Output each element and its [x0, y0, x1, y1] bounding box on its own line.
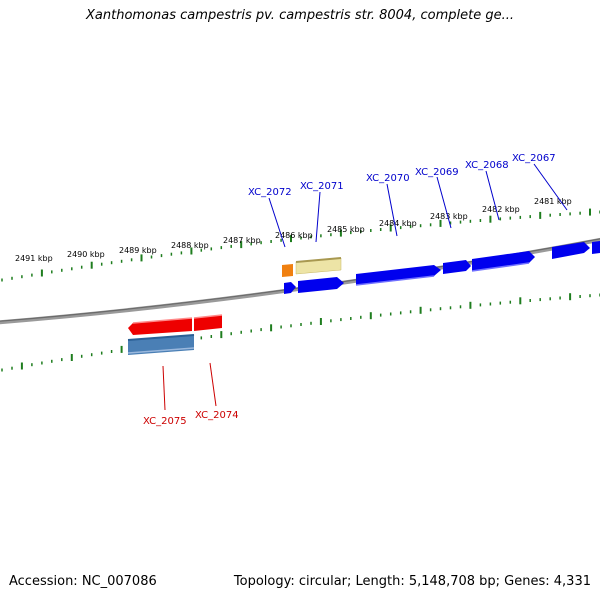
kbp-label: 2488 kbp — [171, 241, 209, 250]
misc-feature-top — [295, 257, 342, 263]
kbp-label: 2489 kbp — [119, 246, 157, 255]
kbp-label: 2483 kbp — [430, 212, 468, 221]
forward-gene[interactable] — [592, 241, 600, 254]
map-title: Xanthomonas campestris pv. campestris st… — [86, 8, 514, 23]
kbp-label: 2481 kbp — [534, 197, 572, 206]
gene-label[interactable]: XC_2068 — [465, 160, 509, 171]
forward-gene[interactable] — [443, 260, 471, 274]
kbp-label: 2490 kbp — [67, 250, 105, 259]
outer-tick-ring — [1, 208, 600, 282]
gene-label[interactable]: XC_2070 — [366, 173, 410, 184]
reverse-gene[interactable] — [194, 315, 222, 331]
forward-gene[interactable] — [552, 242, 590, 259]
gene-label[interactable]: XC_2067 — [512, 153, 556, 164]
kbp-label: 2487 kbp — [223, 236, 261, 245]
accession-text: Accession: NC_007086 — [9, 574, 157, 589]
forward-gene[interactable] — [356, 265, 441, 285]
gene-label[interactable]: XC_2072 — [248, 187, 292, 198]
reverse-strand-features — [127, 314, 223, 355]
rna-gene[interactable] — [282, 264, 293, 277]
kbp-label: 2485 kbp — [327, 225, 365, 234]
kbp-label: 2482 kbp — [482, 205, 520, 214]
gene-label[interactable]: XC_2074 — [195, 410, 239, 421]
kbp-label: 2484 kbp — [379, 219, 417, 228]
inner-tick-ring — [1, 293, 600, 372]
kbp-labels: 2491 kbp 2490 kbp 2489 kbp 2488 kbp 2487… — [15, 197, 572, 263]
kbp-label: 2486 kbp — [275, 231, 313, 240]
gene-labels: XC_2072 XC_2071 XC_2070 XC_2069 XC_2068 … — [143, 153, 556, 427]
label-leader-lines — [162, 163, 568, 411]
forward-gene[interactable] — [298, 277, 344, 293]
genome-summary: Topology: circular; Length: 5,148,708 bp… — [233, 574, 591, 589]
forward-gene[interactable] — [284, 282, 296, 294]
kbp-label: 2491 kbp — [15, 254, 53, 263]
forward-gene[interactable] — [472, 251, 535, 271]
gene-label[interactable]: XC_2075 — [143, 416, 187, 427]
gene-label[interactable]: XC_2069 — [415, 167, 459, 178]
gene-label[interactable]: XC_2071 — [300, 181, 344, 192]
forward-strand-features — [282, 241, 600, 294]
